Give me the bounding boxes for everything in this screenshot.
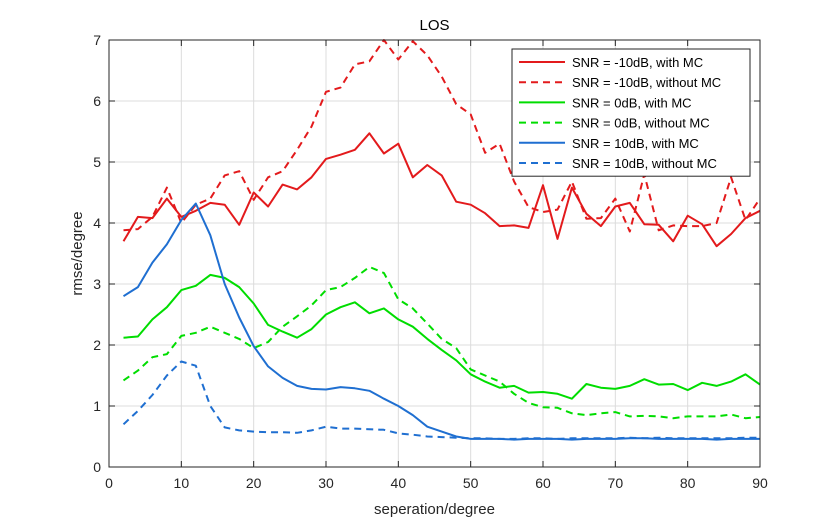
y-tick-label: 3 <box>93 276 101 292</box>
axis-ticks: 0 10 20 30 40 50 60 70 80 90 0 1 2 3 4 5 6 7 <box>93 32 768 491</box>
legend-label: SNR = -10dB, with MC <box>572 55 703 70</box>
series-line-6 <box>122 360 760 440</box>
x-tick-label: 40 <box>391 475 407 491</box>
y-tick-label: 5 <box>93 154 101 170</box>
x-tick-label: 80 <box>680 475 696 491</box>
y-tick-label: 7 <box>93 32 101 48</box>
x-tick-label: 20 <box>246 475 262 491</box>
series-lines <box>122 39 761 441</box>
plot-frame <box>108 39 761 468</box>
y-tick-label: 4 <box>93 215 101 231</box>
x-tick-label: 0 <box>105 475 113 491</box>
y-tick-label: 1 <box>93 398 101 414</box>
y-axis-title: rmse/degree <box>69 211 86 295</box>
legend-label: SNR = 0dB, with MC <box>572 95 692 110</box>
x-tick-label: 30 <box>318 475 334 491</box>
series-line-2 <box>123 39 761 233</box>
x-axis-title: seperation/degree <box>374 501 495 518</box>
legend-label: SNR = -10dB, without MC <box>572 75 721 90</box>
x-tick-label: 50 <box>463 475 479 491</box>
y-tick-label: 6 <box>93 93 101 109</box>
legend-label: SNR = 10dB, without MC <box>572 156 717 171</box>
x-tick-label: 90 <box>752 475 768 491</box>
legend-label: SNR = 10dB, with MC <box>572 136 699 151</box>
legend: SNR = -10dB, with MC SNR = -10dB, without… <box>511 48 751 177</box>
y-tick-label: 0 <box>93 459 101 475</box>
chart-title: LOS <box>419 17 449 34</box>
y-tick-label: 2 <box>93 337 101 353</box>
legend-box <box>511 48 751 177</box>
x-tick-label: 70 <box>608 475 624 491</box>
x-tick-label: 10 <box>174 475 190 491</box>
series-line-3 <box>123 273 761 400</box>
legend-label: SNR = 0dB, without MC <box>572 116 710 131</box>
series-line-1 <box>122 132 761 248</box>
series-line-4 <box>122 265 761 420</box>
x-tick-label: 60 <box>535 475 551 491</box>
